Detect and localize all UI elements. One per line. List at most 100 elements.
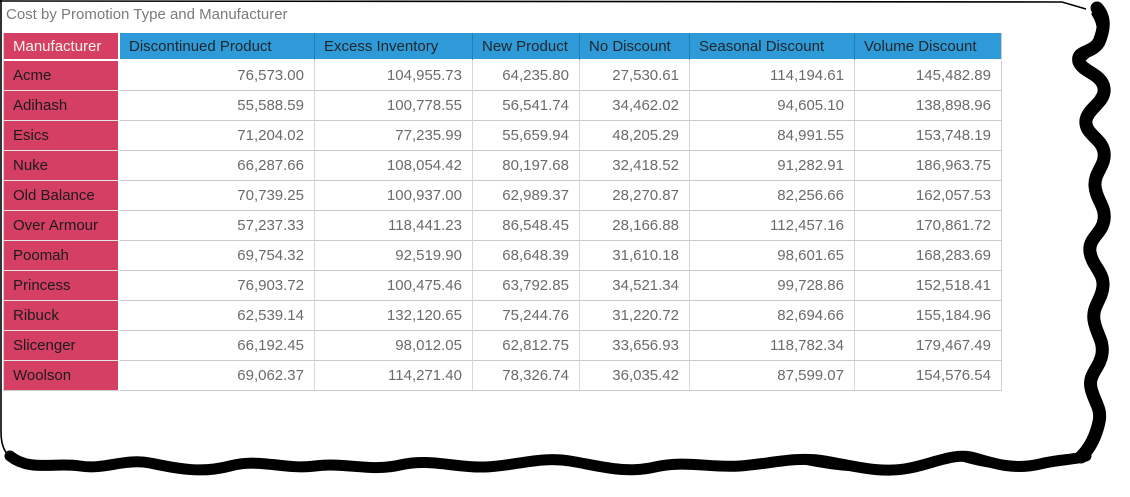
value-cell: 31,220.72: [580, 301, 690, 331]
value-cell: 82,256.66: [690, 181, 855, 211]
page-title: Cost by Promotion Type and Manufacturer: [6, 6, 288, 23]
value-cell: 82,694.66: [690, 301, 855, 331]
row-header[interactable]: Over Armour: [3, 211, 120, 241]
value-cell: 76,573.00: [120, 61, 315, 91]
report-canvas: Cost by Promotion Type and Manufacturer …: [0, 0, 1130, 497]
value-cell: 31,610.18: [580, 241, 690, 271]
value-cell: 55,588.59: [120, 91, 315, 121]
value-cell: 48,205.29: [580, 121, 690, 151]
value-cell: 69,062.37: [120, 361, 315, 391]
value-cell: 92,519.90: [315, 241, 473, 271]
value-cell: 94,605.10: [690, 91, 855, 121]
value-cell: 155,184.96: [855, 301, 1002, 331]
row-header[interactable]: Old Balance: [3, 181, 120, 211]
value-cell: 98,012.05: [315, 331, 473, 361]
row-header[interactable]: Ribuck: [3, 301, 120, 331]
value-cell: 112,457.16: [690, 211, 855, 241]
value-cell: 104,955.73: [315, 61, 473, 91]
value-cell: 91,282.91: [690, 151, 855, 181]
torn-edge-bottom: [10, 456, 1086, 470]
table-row: Adihash55,588.59100,778.5556,541.7434,46…: [3, 91, 1002, 121]
table-row: Slicenger66,192.4598,012.0562,812.7533,6…: [3, 331, 1002, 361]
column-header-volume-discount[interactable]: Volume Discount: [855, 33, 1002, 61]
column-header-excess-inventory[interactable]: Excess Inventory: [315, 33, 473, 61]
value-cell: 63,792.85: [473, 271, 580, 301]
value-cell: 84,991.55: [690, 121, 855, 151]
value-cell: 100,475.46: [315, 271, 473, 301]
value-cell: 55,659.94: [473, 121, 580, 151]
torn-edge-right: [1079, 8, 1105, 457]
value-cell: 62,812.75: [473, 331, 580, 361]
table-row: Over Armour57,237.33118,441.2386,548.452…: [3, 211, 1002, 241]
value-cell: 114,194.61: [690, 61, 855, 91]
table-row: Princess76,903.72100,475.4663,792.8534,5…: [3, 271, 1002, 301]
value-cell: 170,861.72: [855, 211, 1002, 241]
value-cell: 87,599.07: [690, 361, 855, 391]
column-header-discontinued-product[interactable]: Discontinued Product: [120, 33, 315, 61]
row-header[interactable]: Princess: [3, 271, 120, 301]
value-cell: 71,204.02: [120, 121, 315, 151]
value-cell: 162,057.53: [855, 181, 1002, 211]
value-cell: 62,539.14: [120, 301, 315, 331]
value-cell: 32,418.52: [580, 151, 690, 181]
value-cell: 108,054.42: [315, 151, 473, 181]
value-cell: 33,656.93: [580, 331, 690, 361]
row-header[interactable]: Woolson: [3, 361, 120, 391]
value-cell: 99,728.86: [690, 271, 855, 301]
table-row: Nuke66,287.66108,054.4280,197.6832,418.5…: [3, 151, 1002, 181]
header-row: Manufacturer Discontinued Product Excess…: [3, 33, 1002, 61]
table-row: Ribuck62,539.14132,120.6575,244.7631,220…: [3, 301, 1002, 331]
value-cell: 69,754.32: [120, 241, 315, 271]
value-cell: 78,326.74: [473, 361, 580, 391]
column-header-seasonal-discount[interactable]: Seasonal Discount: [690, 33, 855, 61]
value-cell: 34,521.34: [580, 271, 690, 301]
value-cell: 168,283.69: [855, 241, 1002, 271]
row-header[interactable]: Acme: [3, 61, 120, 91]
value-cell: 68,648.39: [473, 241, 580, 271]
row-header[interactable]: Nuke: [3, 151, 120, 181]
value-cell: 75,244.76: [473, 301, 580, 331]
value-cell: 64,235.80: [473, 61, 580, 91]
value-cell: 118,782.34: [690, 331, 855, 361]
value-cell: 76,903.72: [120, 271, 315, 301]
value-cell: 152,518.41: [855, 271, 1002, 301]
value-cell: 80,197.68: [473, 151, 580, 181]
column-header-manufacturer[interactable]: Manufacturer: [3, 33, 120, 61]
value-cell: 70,739.25: [120, 181, 315, 211]
value-cell: 77,235.99: [315, 121, 473, 151]
value-cell: 28,166.88: [580, 211, 690, 241]
row-header[interactable]: Slicenger: [3, 331, 120, 361]
row-header[interactable]: Esics: [3, 121, 120, 151]
torn-edge-right-detail: [1082, 14, 1100, 456]
table-row: Poomah69,754.3292,519.9068,648.3931,610.…: [3, 241, 1002, 271]
value-cell: 36,035.42: [580, 361, 690, 391]
value-cell: 132,120.65: [315, 301, 473, 331]
row-header[interactable]: Poomah: [3, 241, 120, 271]
column-header-no-discount[interactable]: No Discount: [580, 33, 690, 61]
value-cell: 114,271.40: [315, 361, 473, 391]
row-header[interactable]: Adihash: [3, 91, 120, 121]
value-cell: 57,237.33: [120, 211, 315, 241]
value-cell: 27,530.61: [580, 61, 690, 91]
value-cell: 100,778.55: [315, 91, 473, 121]
value-cell: 66,287.66: [120, 151, 315, 181]
value-cell: 145,482.89: [855, 61, 1002, 91]
torn-edge-bottom-detail: [40, 455, 1086, 470]
column-header-new-product[interactable]: New Product: [473, 33, 580, 61]
value-cell: 138,898.96: [855, 91, 1002, 121]
value-cell: 34,462.02: [580, 91, 690, 121]
cost-matrix-table: Manufacturer Discontinued Product Excess…: [3, 33, 1002, 391]
value-cell: 100,937.00: [315, 181, 473, 211]
table-row: Old Balance70,739.25100,937.0062,989.372…: [3, 181, 1002, 211]
table-row: Esics71,204.0277,235.9955,659.9448,205.2…: [3, 121, 1002, 151]
value-cell: 118,441.23: [315, 211, 473, 241]
value-cell: 62,989.37: [473, 181, 580, 211]
value-cell: 153,748.19: [855, 121, 1002, 151]
table-row: Woolson69,062.37114,271.4078,326.7436,03…: [3, 361, 1002, 391]
value-cell: 98,601.65: [690, 241, 855, 271]
value-cell: 28,270.87: [580, 181, 690, 211]
value-cell: 66,192.45: [120, 331, 315, 361]
value-cell: 186,963.75: [855, 151, 1002, 181]
table-row: Acme76,573.00104,955.7364,235.8027,530.6…: [3, 61, 1002, 91]
value-cell: 56,541.74: [473, 91, 580, 121]
